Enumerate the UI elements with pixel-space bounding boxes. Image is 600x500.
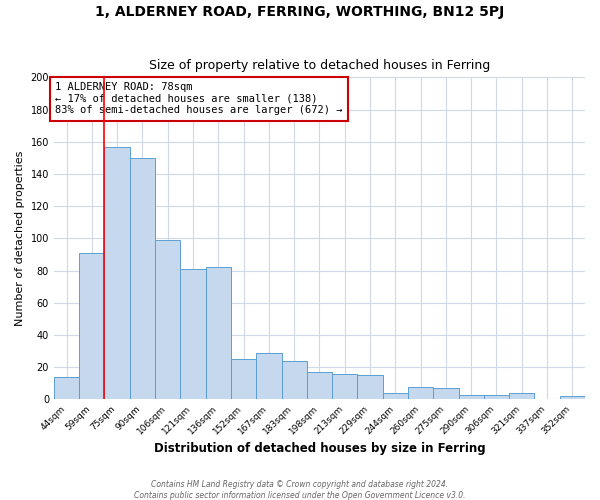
Y-axis label: Number of detached properties: Number of detached properties	[15, 150, 25, 326]
Bar	[458, 394, 484, 400]
Bar	[281, 361, 307, 400]
X-axis label: Distribution of detached houses by size in Ferring: Distribution of detached houses by size …	[154, 442, 485, 455]
Bar	[181, 269, 206, 400]
Bar	[484, 394, 509, 400]
Bar	[307, 372, 332, 400]
Bar	[104, 146, 130, 400]
Bar	[54, 377, 79, 400]
Bar	[79, 253, 104, 400]
Bar	[155, 240, 181, 400]
Title: Size of property relative to detached houses in Ferring: Size of property relative to detached ho…	[149, 59, 490, 72]
Text: 1, ALDERNEY ROAD, FERRING, WORTHING, BN12 5PJ: 1, ALDERNEY ROAD, FERRING, WORTHING, BN1…	[95, 5, 505, 19]
Bar	[256, 353, 281, 400]
Bar	[332, 374, 358, 400]
Bar	[560, 396, 585, 400]
Bar	[383, 393, 408, 400]
Bar	[130, 158, 155, 400]
Bar	[433, 388, 458, 400]
Text: 1 ALDERNEY ROAD: 78sqm
← 17% of detached houses are smaller (138)
83% of semi-de: 1 ALDERNEY ROAD: 78sqm ← 17% of detached…	[55, 82, 343, 116]
Bar	[358, 376, 383, 400]
Text: Contains HM Land Registry data © Crown copyright and database right 2024.
Contai: Contains HM Land Registry data © Crown c…	[134, 480, 466, 500]
Bar	[408, 386, 433, 400]
Bar	[231, 359, 256, 400]
Bar	[206, 268, 231, 400]
Bar	[509, 393, 535, 400]
